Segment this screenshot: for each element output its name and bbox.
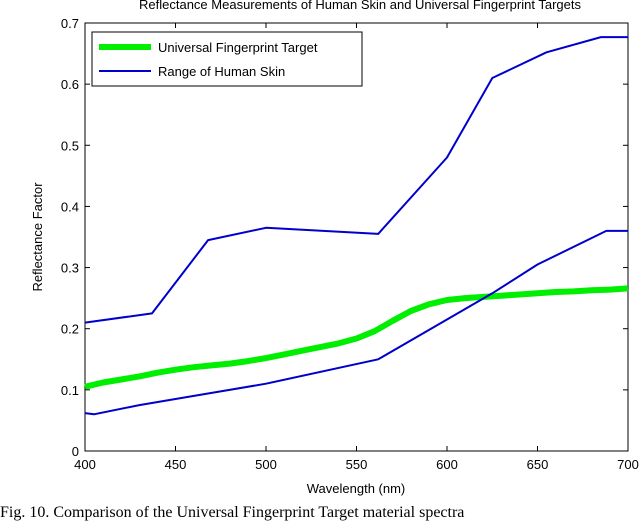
plot-area [84, 22, 629, 452]
y-tick-label: 0.6 [61, 77, 79, 92]
legend: Universal Fingerprint Target Range of Hu… [91, 31, 363, 87]
chart-title: Reflectance Measurements of Human Skin a… [139, 0, 581, 12]
y-tick-label: 0.4 [61, 199, 79, 214]
y-tick-labels: 0 0.1 0.2 0.3 0.4 0.5 0.6 0.7 [61, 16, 79, 459]
x-tick-label: 600 [436, 457, 458, 472]
series-line-universal-fingerprint-target [84, 285, 629, 390]
axis-ticks [84, 22, 629, 452]
legend-box [91, 31, 363, 87]
y-axis-label: Reflectance Factor [30, 182, 45, 292]
y-tick-label: 0.7 [61, 16, 79, 31]
x-axis-label: Wavelength (nm) [307, 481, 406, 496]
legend-entry-universal-fingerprint-target: Universal Fingerprint Target [158, 40, 318, 55]
series-line-range-of-human-skin-upper [84, 36, 628, 324]
x-tick-label: 550 [346, 457, 368, 472]
y-tick-label: 0.2 [61, 322, 79, 337]
x-tick-label: 400 [74, 457, 96, 472]
x-tick-label: 450 [165, 457, 187, 472]
x-tick-labels: 400 450 500 550 600 650 700 [74, 457, 639, 472]
x-tick-label: 650 [527, 457, 549, 472]
y-tick-label: 0.3 [61, 261, 79, 276]
legend-entry-range-of-human-skin: Range of Human Skin [158, 64, 285, 79]
series-line-range-of-human-skin-lower [84, 229, 628, 416]
x-tick-label: 500 [255, 457, 277, 472]
y-tick-label: 0.5 [61, 138, 79, 153]
y-tick-label: 0.1 [61, 383, 79, 398]
y-tick-label: 0 [72, 444, 79, 459]
series-layer [84, 36, 629, 416]
figure-caption: Fig. 10. Comparison of the Universal Fin… [0, 504, 465, 521]
x-tick-label: 700 [617, 457, 639, 472]
